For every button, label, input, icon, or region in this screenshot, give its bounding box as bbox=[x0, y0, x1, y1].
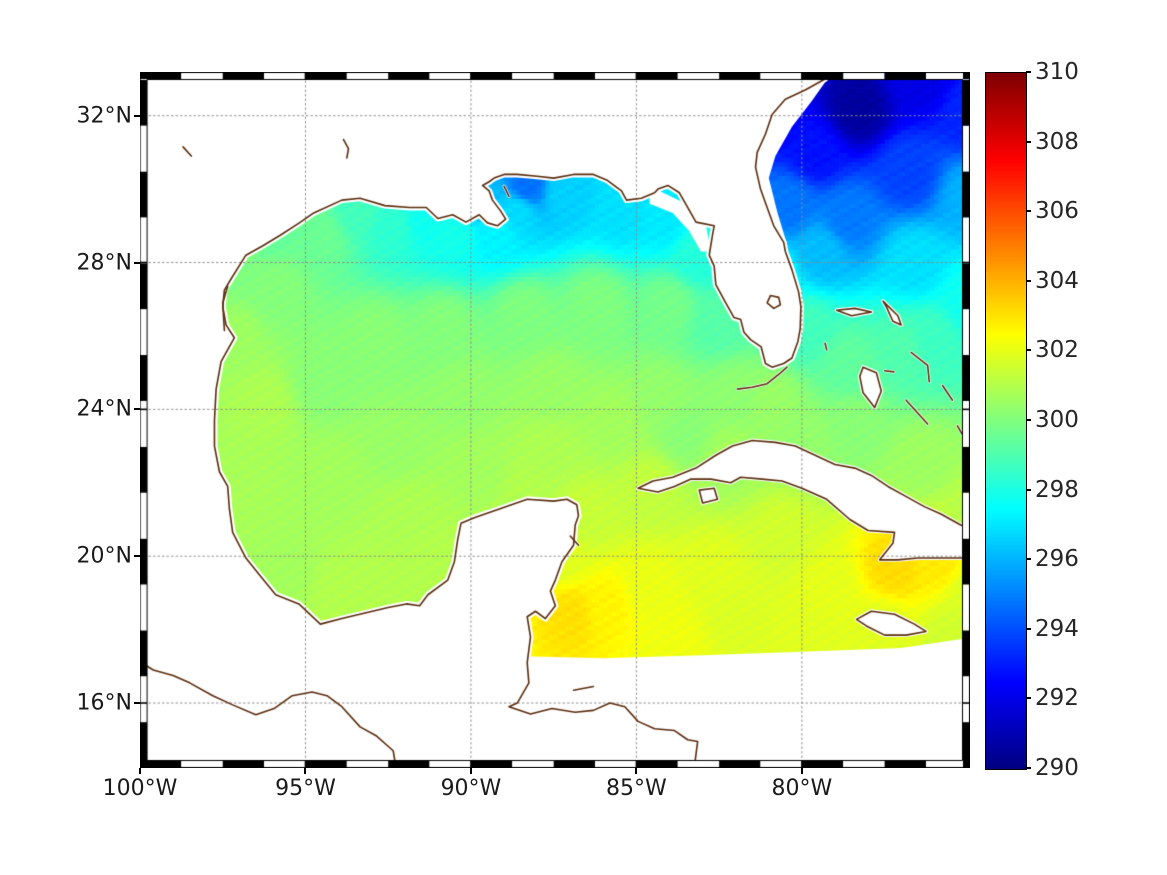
colorbar-tick-label: 290 bbox=[1035, 755, 1079, 781]
colorbar-tick-mark bbox=[1026, 140, 1031, 143]
colorbar-tick-label: 306 bbox=[1035, 198, 1079, 225]
x-tick-label: 85°W bbox=[606, 776, 667, 801]
colorbar-canvas bbox=[985, 72, 1027, 770]
colorbar-tick-mark bbox=[1026, 558, 1031, 561]
y-tick-label: 24°N bbox=[76, 396, 132, 422]
map-canvas bbox=[140, 72, 970, 768]
colorbar-tick-mark bbox=[1026, 419, 1031, 421]
x-tick-mark bbox=[800, 768, 803, 774]
x-tick-mark bbox=[469, 768, 472, 774]
colorbar-tick-label: 302 bbox=[1035, 337, 1079, 364]
colorbar-tick-label: 300 bbox=[1035, 407, 1079, 433]
y-tick-mark bbox=[134, 261, 140, 264]
y-tick-mark bbox=[134, 702, 140, 705]
colorbar-tick-label: 310 bbox=[1035, 59, 1079, 85]
colorbar-tick-label: 292 bbox=[1035, 685, 1079, 712]
colorbar-tick-mark bbox=[1026, 767, 1031, 769]
x-tick-label: 80°W bbox=[771, 776, 833, 801]
colorbar-tick-label: 294 bbox=[1035, 615, 1079, 642]
x-tick-label: 100°W bbox=[102, 776, 178, 801]
colorbar-tick-mark bbox=[1026, 349, 1031, 352]
colorbar-tick-label: 298 bbox=[1035, 476, 1079, 503]
colorbar-tick-label: 308 bbox=[1035, 128, 1079, 155]
colorbar-tick-mark bbox=[1026, 627, 1031, 630]
colorbar-tick-label: 304 bbox=[1035, 267, 1079, 294]
y-tick-mark bbox=[134, 408, 140, 411]
y-tick-mark bbox=[134, 555, 140, 558]
colorbar-tick-mark bbox=[1026, 279, 1031, 282]
colorbar-tick-mark bbox=[1026, 488, 1031, 491]
colorbar-tick-mark bbox=[1026, 210, 1031, 213]
x-tick-label: 95°W bbox=[275, 776, 336, 801]
colorbar-tick-label: 296 bbox=[1035, 546, 1079, 573]
y-tick-label: 16°N bbox=[76, 690, 132, 716]
colorbar-tick-mark bbox=[1026, 697, 1031, 700]
y-tick-label: 28°N bbox=[76, 250, 132, 276]
x-tick-mark bbox=[139, 768, 141, 774]
x-tick-label: 90°W bbox=[440, 776, 502, 801]
y-tick-label: 32°N bbox=[76, 103, 132, 129]
colorbar-tick-mark bbox=[1026, 71, 1031, 73]
y-tick-label: 20°N bbox=[76, 543, 132, 569]
x-tick-mark bbox=[635, 768, 638, 774]
x-tick-mark bbox=[304, 768, 307, 774]
y-tick-mark bbox=[134, 114, 140, 117]
